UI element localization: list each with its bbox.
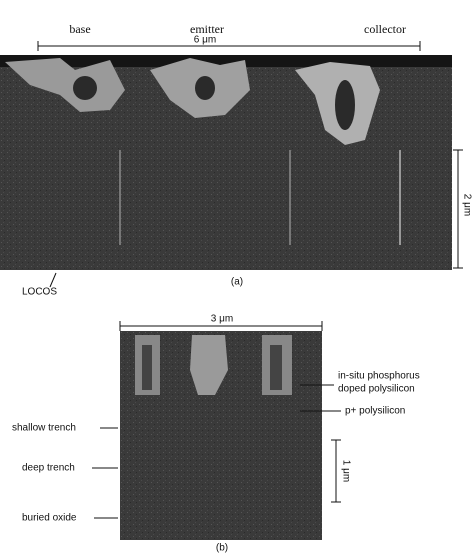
scale-label: 1 μm (340, 460, 351, 482)
micrograph-a (0, 55, 452, 270)
label: shallow trench (12, 423, 76, 434)
annotation: LOCOS (22, 287, 57, 298)
label-emitter: emitter (190, 22, 224, 36)
label: buried oxide (22, 513, 77, 524)
label: in-situ phosphorus (338, 371, 420, 382)
label: doped polysilicon (338, 384, 415, 395)
scale-label: 2 μm (461, 194, 472, 216)
caption: (a) (231, 277, 243, 288)
label: deep trench (22, 463, 75, 474)
micrograph-b (120, 331, 322, 540)
scale-label: 3 μm (211, 314, 233, 325)
caption: (b) (216, 543, 228, 554)
scale-label: 6 μm (194, 35, 216, 46)
label-base: base (69, 22, 90, 36)
label-collector: collector (364, 22, 406, 36)
label: p+ polysilicon (345, 406, 405, 417)
pointer (49, 272, 57, 288)
